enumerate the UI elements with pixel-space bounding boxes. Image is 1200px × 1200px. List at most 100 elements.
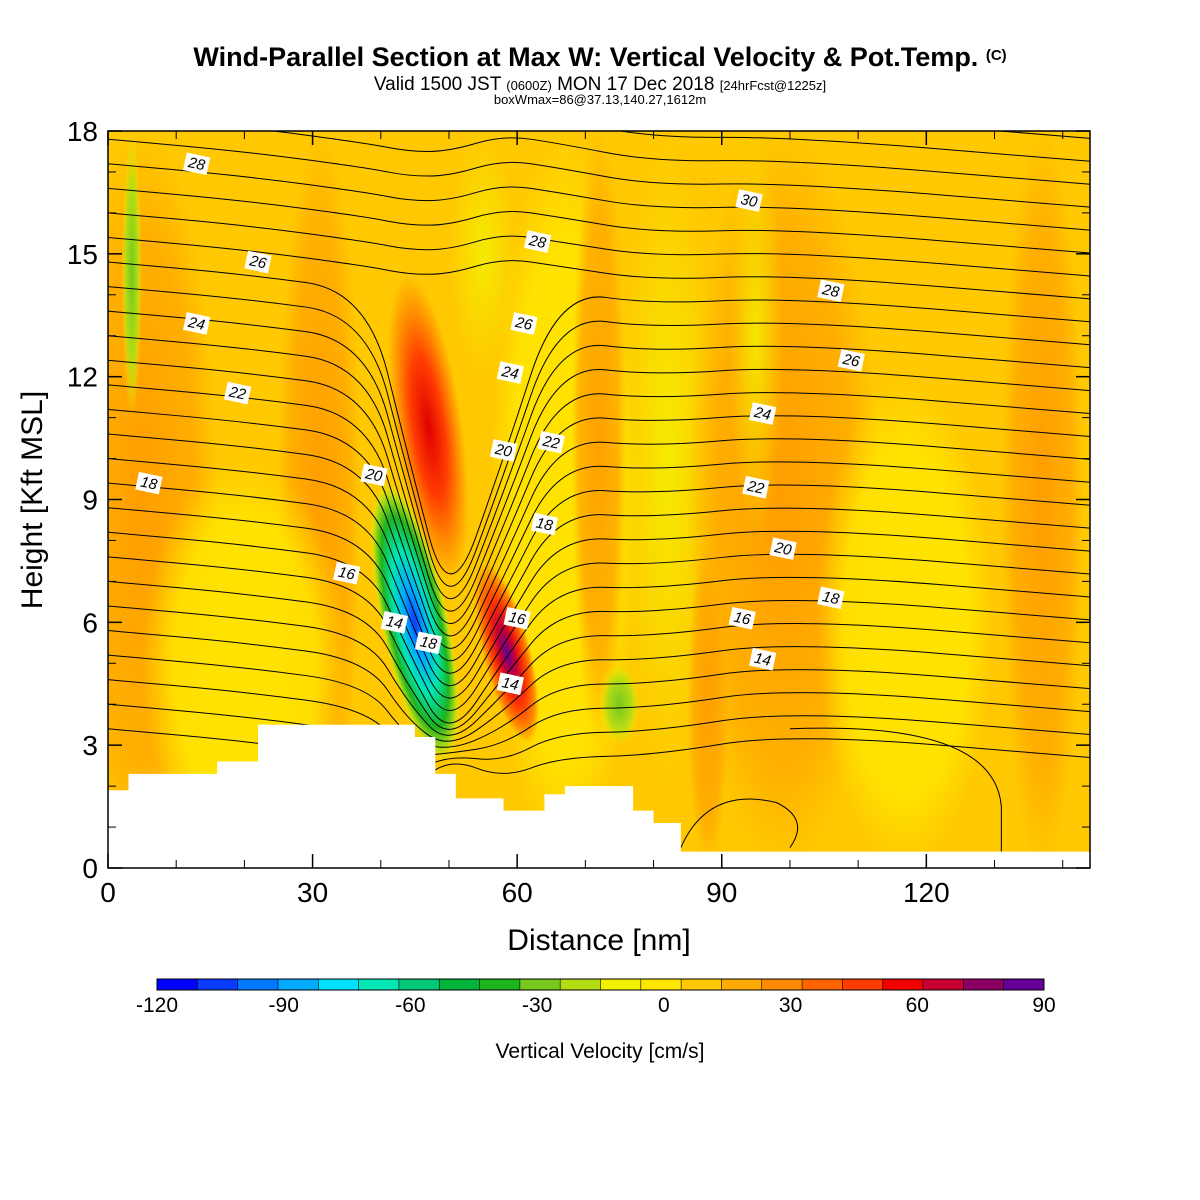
contour-label: 20 — [489, 439, 518, 462]
theta-contour-line — [108, 531, 1090, 711]
contour-label-box — [742, 475, 770, 499]
colorbar-swatch — [479, 979, 521, 990]
contour-label-box — [817, 279, 845, 302]
contour-label-text: 14 — [500, 674, 520, 694]
theta-contour-line — [108, 359, 1090, 624]
colorbar-swatch — [318, 979, 359, 990]
colorbar-swatch — [923, 979, 964, 990]
theta-contour-line — [108, 236, 1090, 300]
contour-label-box — [524, 230, 552, 253]
colorbar-label: Vertical Velocity [cm/s] — [496, 1040, 705, 1063]
velocity-band — [817, 376, 995, 868]
contour-label-box — [135, 471, 163, 495]
colorbar-swatch — [519, 979, 561, 990]
downdraft-core — [370, 481, 460, 763]
contour-label: 20 — [769, 537, 797, 560]
theta-contour-line — [108, 728, 1090, 784]
colorbar-swatch — [681, 979, 722, 990]
y-tick-label: 18 — [67, 116, 98, 147]
colorbar-swatch — [802, 979, 843, 990]
contour-label-text: 18 — [534, 515, 554, 535]
velocity-band — [571, 131, 627, 746]
contour-label-box — [183, 312, 211, 335]
colorbar-tick-label: -90 — [269, 994, 299, 1017]
colorbar-tick-label: -60 — [395, 994, 425, 1017]
velocity-band — [687, 540, 729, 868]
contour-label: 28 — [183, 152, 211, 176]
theta-contour-line — [680, 798, 799, 848]
contour-label-box — [530, 512, 559, 536]
contour-label-text: 18 — [821, 588, 841, 608]
contour-label-box — [496, 361, 524, 384]
x-tick-label: 60 — [502, 877, 533, 908]
contour-label: 24 — [183, 312, 211, 335]
x-tick-label: 0 — [100, 877, 116, 908]
contour-label: 14 — [380, 611, 409, 634]
chart-subtitle: Valid 1500 JST (0600Z) MON 17 Dec 2018 [… — [373, 74, 827, 95]
y-tick-label: 15 — [67, 239, 98, 270]
theta-contour-line — [108, 433, 1090, 662]
contour-label-box — [510, 312, 538, 335]
contour-labels: 28 26 24 22 18 20 16 14 18 30 28 28 26 26 24 24 20 22 22 18… — [135, 152, 865, 696]
colorbar-swatch — [237, 979, 279, 990]
contour-label: 26 — [244, 250, 272, 274]
contour-label-box — [333, 561, 361, 585]
contour-label-text: 18 — [139, 474, 159, 494]
colorbar-tick-label: 30 — [779, 994, 802, 1017]
contour-label-text: 26 — [513, 314, 534, 334]
contour-label: 14 — [496, 672, 524, 696]
colorbar-swatch — [640, 979, 682, 990]
contour-label-text: 24 — [499, 363, 520, 383]
contour-label: 16 — [333, 561, 361, 585]
colorbar-swatch — [560, 979, 601, 990]
theta-contour-line — [108, 138, 1090, 208]
colorbar: -120 -90 -60 -30 0 30 60 90 — [136, 978, 1056, 1017]
theta-contour-line — [108, 187, 1090, 254]
contour-label-box — [380, 611, 409, 634]
theta-contour-line — [108, 335, 1090, 612]
colorbar-tick-label: -30 — [522, 994, 552, 1017]
colorbar-swatch — [882, 979, 924, 990]
contour-label-box — [749, 402, 777, 425]
contour-label: 18 — [530, 512, 559, 536]
theta-contour-line — [108, 703, 1090, 769]
contour-label-box — [735, 189, 763, 212]
theta-contour-line — [108, 458, 1090, 674]
contour-label-text: 28 — [186, 154, 207, 174]
contour-label-box — [728, 606, 756, 630]
chart-title: Wind-Parallel Section at Max W: Vertical… — [193, 42, 1007, 72]
colorbar-tick-label: 60 — [906, 994, 929, 1017]
x-tick-label: 120 — [903, 877, 950, 908]
updraft-core — [388, 275, 469, 580]
theta-contour-line — [108, 679, 1090, 756]
colorbar-tick-label: 90 — [1032, 994, 1055, 1017]
contour-label: 24 — [496, 361, 524, 384]
contour-label-box — [503, 606, 531, 630]
velocity-band — [728, 131, 784, 541]
colorbar-swatch — [761, 979, 803, 990]
theta-contour-line — [108, 408, 1090, 649]
contour-label: 14 — [749, 647, 777, 671]
contour-label: 30 — [735, 189, 763, 212]
colorbar-swatch — [721, 979, 763, 990]
theta-contour-line — [108, 310, 1090, 599]
theta-contour-line — [108, 384, 1090, 637]
colorbar-swatch — [842, 979, 884, 990]
x-tick-label: 30 — [297, 877, 328, 908]
contour-label-box — [360, 463, 388, 487]
contour-label-box — [537, 430, 565, 454]
downdraft-core — [599, 663, 640, 746]
theta-contour-line — [108, 580, 1090, 730]
colorbar-tick-label: 0 — [658, 994, 670, 1017]
downdraft-core — [121, 131, 143, 418]
theta-contour-line — [789, 727, 1002, 852]
contour-label: 22 — [742, 475, 770, 499]
terrain-layer — [108, 724, 1090, 868]
contour-label-text: 22 — [540, 432, 561, 452]
plot-area — [108, 131, 1090, 868]
contour-label-text: 16 — [732, 609, 752, 629]
contour-label: 18 — [817, 586, 845, 610]
contour-label-text: 16 — [507, 609, 527, 629]
contour-label: 24 — [749, 402, 777, 425]
contour-label: 20 — [360, 463, 388, 487]
